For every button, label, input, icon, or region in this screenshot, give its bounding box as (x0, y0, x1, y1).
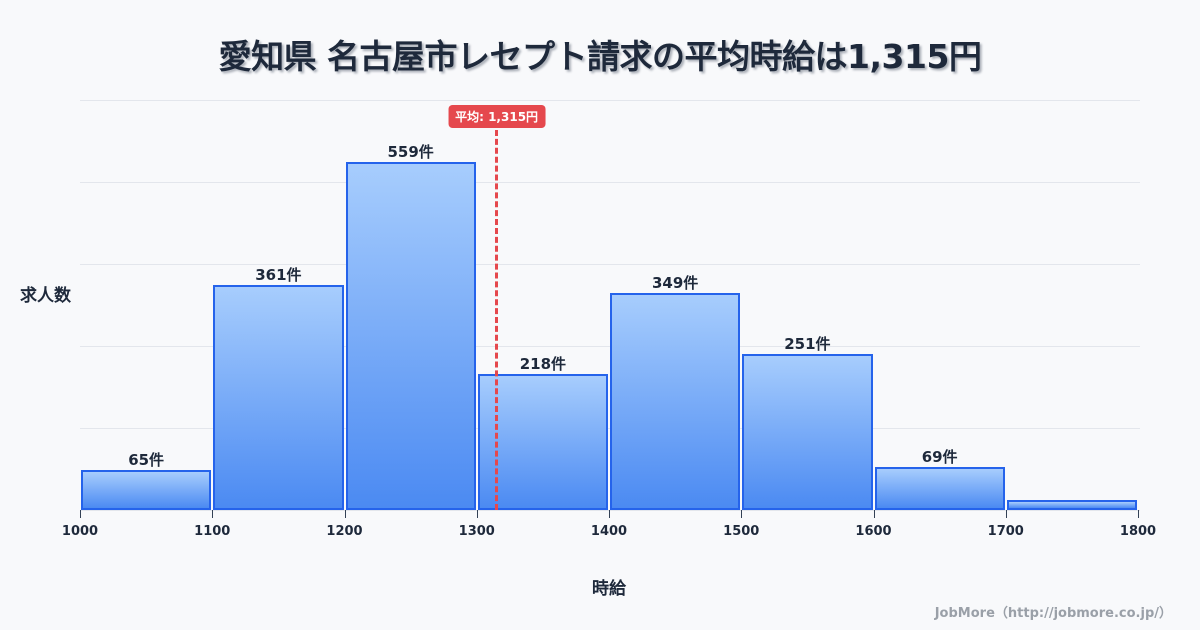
x-axis-tick (212, 510, 214, 518)
histogram-plot-area: 65件 361件 559件 218件 349件 251件 69件 1000 1100 1200 13… (62, 100, 1156, 539)
x-axis-tick-label: 1800 (1119, 524, 1157, 539)
bar-value-label: 251件 (784, 334, 831, 353)
gridline (80, 100, 1140, 101)
x-axis-tick (80, 510, 81, 518)
histogram-bar (81, 469, 212, 510)
histogram-bar (742, 353, 873, 510)
gridline (80, 182, 1140, 183)
x-axis-tick-label: 1500 (723, 524, 760, 539)
x-axis-tick-label: 1000 (61, 524, 99, 539)
chart-title: 愛知県 名古屋市レセプト請求の平均時給は1,315円 (218, 37, 982, 76)
x-axis-label: 時給 (592, 579, 626, 599)
x-axis-tick-label: 1700 (987, 524, 1024, 539)
histogram-bar (1006, 500, 1137, 510)
bar-value-label: 361件 (255, 266, 302, 285)
x-axis-tick-label: 1400 (590, 524, 628, 539)
average-badge: 平均: 1,315円 (448, 105, 546, 128)
x-axis-tick (344, 510, 346, 518)
histogram-bar (477, 374, 608, 510)
x-axis-tick (609, 510, 610, 518)
x-axis-tick-label: 1100 (194, 524, 231, 539)
x-axis-tick (1005, 510, 1007, 518)
histogram-bar (874, 467, 1005, 510)
gridline (80, 510, 1140, 511)
average-line (495, 130, 499, 510)
x-axis-tick (1138, 510, 1139, 518)
histogram-bar (345, 162, 476, 510)
x-axis-tick (873, 510, 875, 518)
bar-value-label: 65件 (128, 450, 165, 469)
x-axis-tick-label: 1300 (458, 524, 495, 539)
histogram-bar (610, 292, 741, 510)
histogram-bar (213, 285, 344, 510)
gridline (80, 264, 1140, 265)
bar-value-label: 349件 (651, 273, 699, 292)
x-axis-tick-label: 1200 (326, 524, 363, 539)
bar-value-label: 218件 (519, 355, 567, 374)
x-axis-tick (741, 510, 743, 518)
bar-value-label: 559件 (387, 143, 434, 161)
x-axis-tick (476, 510, 478, 518)
y-axis-label: 求人数 (20, 286, 71, 306)
x-axis-tick-label: 1600 (855, 524, 892, 539)
bar-value-label: 69件 (921, 448, 958, 467)
source-credit: JobMore（http://jobmore.co.jp/） (934, 606, 1172, 621)
